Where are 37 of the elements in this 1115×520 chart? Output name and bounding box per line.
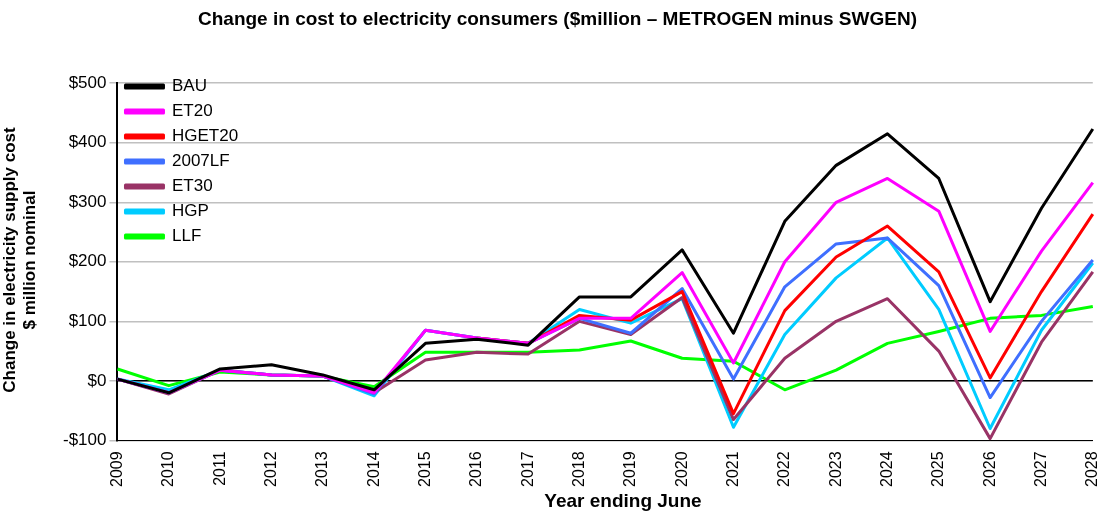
y-tick-label: $500 xyxy=(68,72,107,92)
y-axis-title: Change in electricity supply cost $ million nominal xyxy=(0,126,40,395)
x-tick-label: 2012 xyxy=(261,451,279,487)
x-tick-label: 2025 xyxy=(929,451,947,487)
legend-label: HGET20 xyxy=(171,126,239,146)
y-tick-label: $200 xyxy=(68,251,107,271)
y-tick-label: $0 xyxy=(87,370,107,390)
y-tick-label: $400 xyxy=(68,132,107,152)
legend-label: ET20 xyxy=(171,101,213,121)
legend-label: LLF xyxy=(171,226,202,246)
x-tick-label: 2018 xyxy=(569,451,587,487)
x-tick-label: 2016 xyxy=(467,451,485,487)
x-tick-label: 2019 xyxy=(621,451,639,487)
x-tick-label: 2022 xyxy=(775,451,793,487)
x-tick-label: 2017 xyxy=(518,451,536,487)
x-tick-label: 2010 xyxy=(159,451,177,487)
x-tick-label: 2013 xyxy=(313,451,331,487)
x-tick-label: 2021 xyxy=(723,451,741,487)
x-tick-label: 2024 xyxy=(877,451,895,487)
legend-label: ET30 xyxy=(171,176,213,196)
legend-label: BAU xyxy=(171,76,207,96)
x-tick-label: 2009 xyxy=(107,451,125,487)
x-tick-label: 2023 xyxy=(826,451,844,487)
x-tick-label: 2020 xyxy=(672,451,690,487)
legend-label: 2007LF xyxy=(171,151,230,171)
legend-label: HGP xyxy=(171,201,209,221)
x-axis-title: Year ending June xyxy=(543,490,703,512)
x-tick-label: 2014 xyxy=(364,451,382,487)
x-tick-label: 2015 xyxy=(415,451,433,487)
y-tick-label: -$100 xyxy=(63,430,107,450)
x-tick-label: 2027 xyxy=(1031,451,1049,487)
y-tick-label: $300 xyxy=(68,191,107,211)
x-tick-label: 2026 xyxy=(980,451,998,487)
y-tick-label: $100 xyxy=(68,311,107,331)
x-tick-label: 2028 xyxy=(1083,451,1101,487)
x-tick-label: 2011 xyxy=(210,451,228,486)
chart-title: Change in cost to electricity consumers ($million – METROGEN minus SWGEN) xyxy=(197,8,918,30)
